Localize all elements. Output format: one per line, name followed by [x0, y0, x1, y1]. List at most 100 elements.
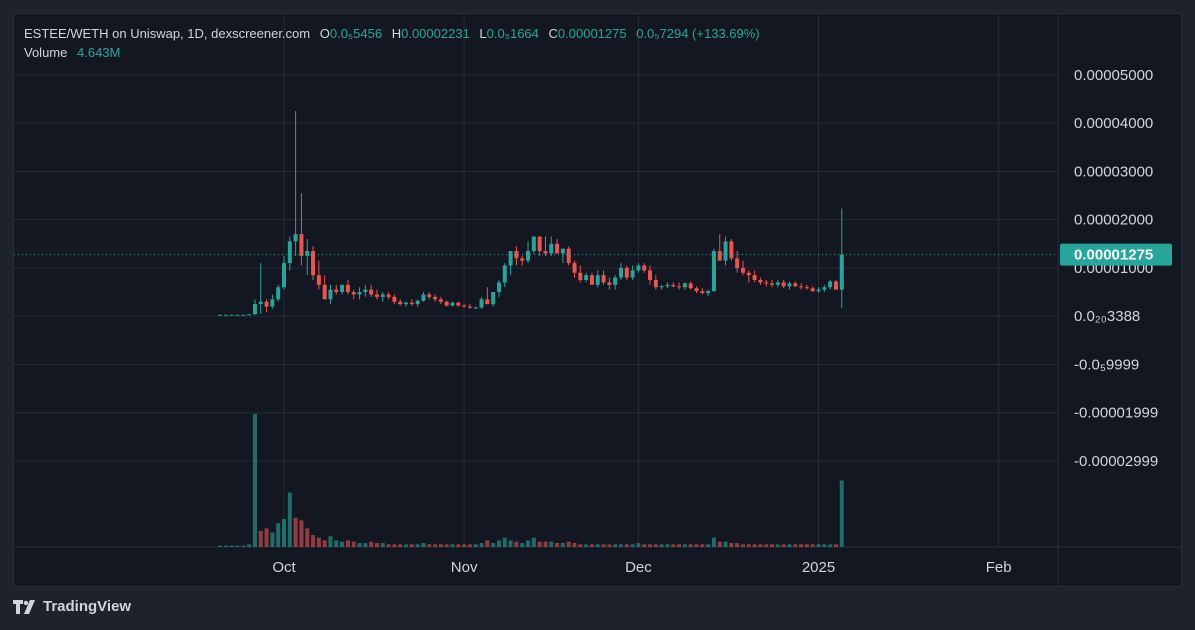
candle-body	[467, 306, 472, 308]
tradingview-branding[interactable]: TradingView	[13, 598, 131, 615]
volume-bar	[334, 540, 339, 547]
candle-body	[729, 241, 734, 259]
volume-bar	[218, 545, 223, 547]
candlestick-chart[interactable]: 0.00005000 0.00004000 0.00003000 0.00002000…	[14, 14, 1182, 587]
volume-bar	[706, 544, 711, 547]
volume-bar	[462, 544, 467, 547]
candle-body	[799, 286, 804, 288]
candle-body	[450, 302, 455, 306]
chart-pane[interactable]: 0.00005000 0.00004000 0.00003000 0.00002000…	[13, 13, 1182, 587]
candle-body	[601, 275, 606, 283]
volume-bar	[293, 517, 298, 547]
volume-bar	[520, 543, 525, 547]
low-value: 0.0₅1664	[486, 26, 539, 41]
volume-bar	[398, 544, 403, 547]
volume-bar	[752, 544, 757, 547]
volume-bar	[775, 544, 780, 547]
volume-bar	[729, 543, 734, 547]
candle-body	[299, 234, 304, 256]
volume-bar	[816, 544, 821, 547]
volume-bar	[450, 544, 455, 547]
candle-body	[479, 299, 484, 308]
price-axis-tick-label: -0.00001999	[1074, 405, 1158, 422]
candle-body	[828, 281, 833, 288]
candle-body	[752, 275, 757, 280]
price-axis-tick-label: 0.00004000	[1074, 115, 1153, 132]
candle-body	[374, 294, 379, 297]
candle-body	[735, 258, 740, 268]
candle-body	[526, 251, 531, 261]
candle-body	[287, 241, 292, 264]
candle-body	[706, 291, 711, 294]
volume-bar	[386, 544, 391, 547]
volume-bar	[235, 545, 240, 547]
candle-body	[653, 280, 658, 288]
candle-body	[740, 267, 745, 273]
volume-bar	[624, 544, 629, 547]
candle-body	[595, 275, 600, 285]
volume-bar	[322, 540, 327, 547]
candle-body	[642, 265, 647, 271]
volume-bar	[229, 545, 234, 547]
volume-bar	[258, 531, 263, 547]
candle-body	[305, 251, 310, 256]
candle-body	[665, 284, 670, 287]
candle-body	[496, 282, 501, 293]
candle-body	[404, 302, 409, 305]
volume-bar	[700, 544, 705, 547]
candle-body	[775, 282, 780, 285]
volume-bar	[287, 492, 292, 547]
candle-body	[433, 296, 438, 300]
volume-bar	[781, 544, 786, 547]
candle-body	[770, 283, 775, 285]
volume-bar	[578, 544, 583, 547]
candle-body	[218, 314, 223, 316]
candle-body	[415, 300, 420, 305]
volume-bar	[491, 543, 496, 547]
candle-body	[694, 288, 699, 292]
candle-body	[282, 263, 286, 288]
volume-bar	[305, 528, 310, 547]
volume-bar	[473, 544, 478, 547]
candle-body	[514, 251, 519, 259]
volume-bar	[456, 544, 461, 547]
volume-bar	[810, 544, 815, 547]
price-axis-tick-label: -0.0₅9999	[1074, 356, 1139, 373]
volume-bar	[409, 544, 414, 547]
candle-body	[316, 275, 321, 285]
candle-body	[485, 299, 490, 305]
candle-body	[357, 292, 362, 295]
volume-bar	[659, 544, 664, 547]
candle-body	[456, 302, 461, 306]
volume-bar	[374, 543, 379, 547]
volume-bar	[793, 544, 798, 547]
candle-body	[508, 251, 513, 266]
candle-body	[816, 289, 821, 292]
candle-body	[537, 236, 542, 252]
candle-body	[229, 314, 234, 316]
volume-bar	[653, 544, 658, 547]
candle-body	[409, 302, 414, 305]
volume-bar	[328, 536, 333, 547]
volume-bar	[839, 480, 844, 547]
candle-body	[293, 234, 298, 242]
time-axis-tick-label: Dec	[625, 559, 652, 576]
candle-body	[648, 270, 653, 280]
volume-bar	[804, 544, 809, 547]
price-axis-tick-label: 0.0₂₀3388	[1074, 308, 1140, 325]
price-axis-tick-label: 0.00003000	[1074, 163, 1153, 180]
candle-body	[345, 284, 350, 293]
volume-bar	[380, 543, 385, 547]
volume-bar	[717, 541, 722, 547]
volume-bar	[688, 544, 693, 547]
volume-bar	[636, 543, 641, 547]
volume-bar	[833, 544, 838, 547]
volume-bar	[369, 541, 374, 547]
candle-body	[613, 277, 618, 285]
candle-body	[223, 314, 228, 316]
candle-body	[630, 270, 635, 278]
volume-bar	[572, 543, 577, 547]
volume-bar	[711, 537, 716, 547]
volume-bar	[555, 543, 560, 547]
candle-body	[711, 251, 716, 292]
